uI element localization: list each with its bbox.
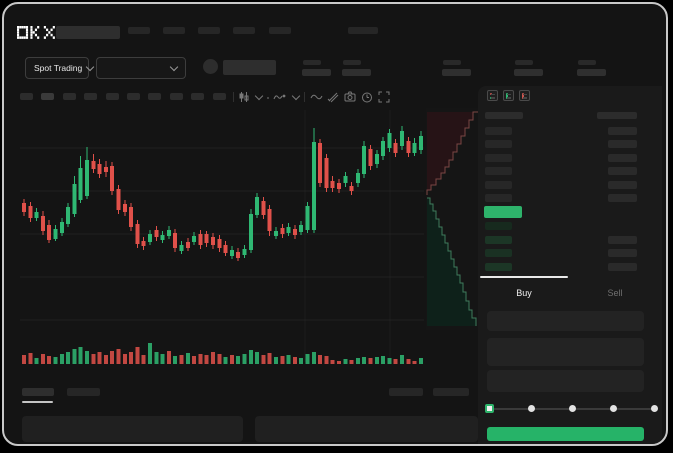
- ask-row-skeleton: [608, 180, 637, 189]
- nav-item-skeleton[interactable]: [348, 27, 378, 34]
- bottom-action-skeleton[interactable]: [433, 388, 469, 396]
- nav-item-skeleton[interactable]: [233, 27, 255, 34]
- divider: [304, 92, 305, 102]
- active-tab-indicator: [480, 276, 568, 278]
- orderbook-combined-icon[interactable]: [487, 90, 498, 101]
- nav-item-skeleton[interactable]: [128, 27, 150, 34]
- nav-item-skeleton[interactable]: [269, 27, 291, 34]
- stat-label-skeleton: [578, 60, 596, 65]
- timeframe-pill[interactable]: [191, 93, 205, 100]
- last-price-highlight: [484, 206, 522, 218]
- price-field[interactable]: [487, 311, 644, 331]
- stat-label-skeleton: [343, 60, 361, 65]
- app-window: Spot Trading: [2, 2, 668, 446]
- slider-stop[interactable]: [609, 405, 617, 412]
- indicators-icon[interactable]: [273, 91, 286, 103]
- ask-row-skeleton[interactable]: [485, 140, 512, 149]
- stat-label-skeleton: [443, 60, 461, 65]
- orders-table-skeleton: [22, 416, 243, 442]
- bid-row-skeleton: [608, 235, 637, 244]
- orderbook-asks-icon[interactable]: [519, 90, 530, 101]
- tab-buy[interactable]: Buy: [516, 288, 532, 298]
- market-type-label: Spot Trading: [34, 63, 83, 73]
- amount-field[interactable]: [487, 338, 644, 366]
- stat-value-skeleton: [577, 69, 606, 76]
- orders-table-skeleton: [255, 416, 478, 442]
- fullscreen-icon[interactable]: [378, 91, 390, 103]
- candlestick-style-icon[interactable]: [238, 91, 250, 103]
- orderbook-bids-icon[interactable]: [503, 90, 514, 101]
- timeframe-pill[interactable]: [84, 93, 98, 100]
- pair-coin-icon: [203, 59, 218, 74]
- bid-row-skeleton: [608, 249, 637, 258]
- total-field[interactable]: [487, 370, 644, 392]
- ask-row-skeleton: [608, 127, 637, 135]
- ask-row-skeleton: [608, 167, 637, 176]
- stat-value-skeleton: [342, 69, 371, 76]
- slider-stop[interactable]: [527, 405, 535, 412]
- bid-row-skeleton[interactable]: [485, 235, 512, 244]
- slider-stop[interactable]: [568, 405, 576, 412]
- bottom-tab-history[interactable]: [67, 388, 100, 396]
- pair-name-skeleton: [223, 60, 276, 75]
- line-tool-icon[interactable]: [310, 92, 323, 102]
- timeframe-pill[interactable]: [148, 93, 162, 100]
- dot-separator: [267, 97, 269, 99]
- ask-row-skeleton[interactable]: [485, 180, 512, 189]
- timeframe-pill[interactable]: [212, 93, 226, 100]
- ask-row-skeleton[interactable]: [485, 167, 512, 176]
- timer-icon[interactable]: [361, 91, 373, 103]
- ask-row-skeleton[interactable]: [485, 153, 512, 162]
- nav-item-skeleton[interactable]: [163, 27, 185, 34]
- buy-submit-button[interactable]: [487, 427, 644, 441]
- orderbook-header-skeleton: [485, 112, 523, 119]
- stat-value-skeleton: [442, 69, 471, 76]
- bottom-tab-underline: [22, 401, 53, 403]
- timeframe-pill[interactable]: [41, 93, 55, 100]
- chart-canvas[interactable]: [2, 2, 668, 446]
- bottom-action-skeleton[interactable]: [389, 388, 423, 396]
- bid-row-skeleton[interactable]: [485, 222, 512, 230]
- stat-value-skeleton: [514, 69, 543, 76]
- bid-row-skeleton: [608, 262, 637, 271]
- nav-search-skeleton[interactable]: [56, 26, 120, 39]
- pair-selector[interactable]: [96, 57, 186, 79]
- divider: [233, 92, 234, 102]
- brush-icon[interactable]: [327, 91, 339, 103]
- tab-sell[interactable]: Sell: [607, 288, 623, 298]
- timeframe-pill[interactable]: [105, 93, 119, 100]
- market-type-selector[interactable]: Spot Trading: [25, 57, 95, 79]
- ask-row-skeleton[interactable]: [485, 127, 512, 135]
- nav-item-skeleton[interactable]: [198, 27, 220, 34]
- orderbook-header-skeleton: [597, 112, 637, 119]
- bid-row-skeleton[interactable]: [485, 262, 512, 271]
- timeframe-pill[interactable]: [169, 93, 183, 100]
- ask-row-skeleton: [608, 194, 637, 202]
- ask-row-skeleton: [608, 153, 637, 162]
- slider-stop[interactable]: [650, 405, 658, 412]
- okx-logo: [17, 26, 55, 39]
- ask-row-skeleton: [608, 140, 637, 149]
- bottom-tab-orders[interactable]: [22, 388, 54, 396]
- timeframe-pill[interactable]: [62, 93, 76, 100]
- timeframe-pill[interactable]: [20, 93, 33, 100]
- bid-row-skeleton[interactable]: [485, 249, 512, 258]
- stat-value-skeleton: [302, 69, 331, 76]
- timeframe-pill[interactable]: [127, 93, 140, 100]
- stat-label-skeleton: [515, 60, 533, 65]
- camera-icon[interactable]: [344, 91, 356, 102]
- slider-stop-active[interactable]: [485, 404, 494, 413]
- ask-row-skeleton[interactable]: [485, 194, 512, 202]
- stat-label-skeleton: [303, 60, 321, 65]
